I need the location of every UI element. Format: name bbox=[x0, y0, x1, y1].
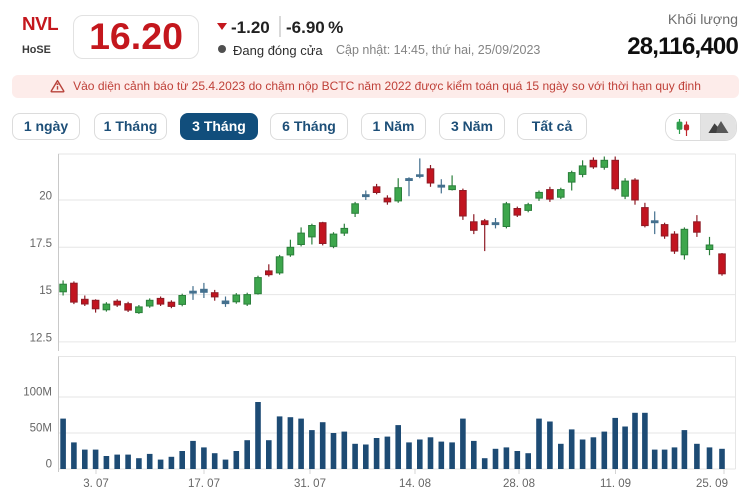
svg-text:0: 0 bbox=[46, 459, 52, 471]
svg-text:17. 07: 17. 07 bbox=[188, 478, 220, 490]
svg-text:31. 07: 31. 07 bbox=[294, 478, 326, 490]
svg-text:20: 20 bbox=[39, 191, 52, 203]
svg-text:17.5: 17.5 bbox=[30, 238, 52, 250]
svg-text:25. 09: 25. 09 bbox=[696, 478, 728, 490]
svg-text:14. 08: 14. 08 bbox=[399, 478, 431, 490]
svg-text:100M: 100M bbox=[23, 387, 52, 399]
svg-text:3. 07: 3. 07 bbox=[83, 478, 109, 490]
svg-text:12.5: 12.5 bbox=[30, 332, 52, 344]
svg-text:50M: 50M bbox=[30, 423, 52, 435]
svg-text:28. 08: 28. 08 bbox=[503, 478, 535, 490]
svg-text:11. 09: 11. 09 bbox=[600, 478, 631, 490]
svg-text:15: 15 bbox=[39, 285, 52, 297]
